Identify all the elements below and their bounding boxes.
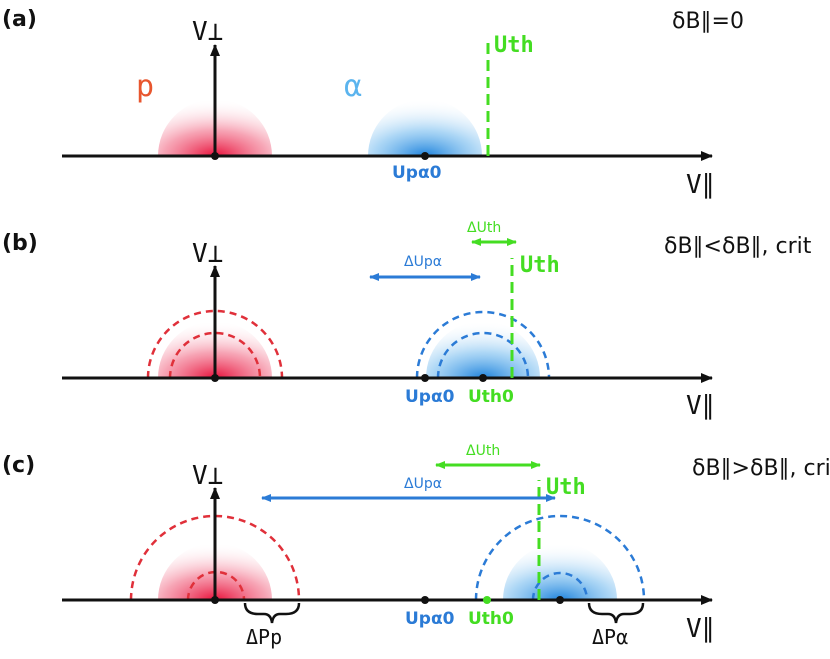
proton-outer-contour [146,309,284,379]
proton-label: p [136,69,154,104]
alpha-inner-contour [531,571,589,601]
x-axis-label: V∥ [686,170,715,200]
u-th-label: Uth [494,33,534,58]
panel-b-tag: (b) [2,231,38,256]
u-pa0-label: Upα0 [392,163,442,183]
alpha-outer-contour [415,310,551,379]
proton-center-dot [211,596,219,604]
alpha-distribution-blob [503,543,617,600]
proton-inner-contour [186,570,246,601]
delta-p-alpha-label: ΔPα [592,625,628,649]
panel-b: (b) δB∥<δB∥, crit V⊥ V∥ Uth ΔUth ΔUpα Up… [2,220,812,421]
u-th0-label: Uth0 [468,387,514,407]
delta-u-pa-label: ΔUpα [404,254,442,270]
proton-center-dot [211,374,219,382]
u-th0-label: Uth0 [468,609,514,629]
panel-a-condition: δB∥=0 [672,9,744,34]
panel-a-tag: (a) [2,7,37,32]
y-axis-label: V⊥ [192,461,223,491]
delta-p-alpha-brace [587,602,645,624]
u-pa0-label: Upα0 [405,609,455,629]
proton-outer-contour [129,514,301,601]
alpha-center-dot [421,596,429,604]
u-th0-dot [483,596,491,604]
y-axis-label: V⊥ [192,239,223,269]
proton-center-dot [211,152,219,160]
delta-p-p-brace [243,602,301,624]
alpha-inner-contour [436,331,530,379]
x-axis-label: V∥ [686,614,715,644]
panel-b-condition: δB∥<δB∥, crit [664,234,812,259]
x-axis-label: V∥ [686,391,715,421]
delta-u-th-label: ΔUth [467,220,501,236]
alpha-distribution-blob [426,321,540,378]
proton-inner-contour [168,331,262,379]
u-pa0-label: Upα0 [405,387,455,407]
alpha-center-dot [421,374,429,382]
alpha-distribution-blob [368,99,482,156]
delta-u-pa-label: ΔUpα [404,476,442,492]
y-axis-label: V⊥ [192,17,223,47]
u-th-label: Uth [520,253,560,278]
alpha-center-dot [421,152,429,160]
alpha-drifted-center-dot [479,374,487,382]
alpha-drifted-center-dot [556,596,564,604]
alpha-label: α [344,69,362,104]
panel-c-tag: (c) [2,453,35,478]
delta-p-p-label: ΔPp [246,625,282,649]
panel-c: (c) δB∥>δB∥, crit V⊥ V∥ Uth ΔUth ΔUpα Up… [2,443,830,649]
panel-a: (a) δB∥=0 p α V⊥ V∥ Uth Upα0 [2,7,744,200]
alpha-outer-contour [474,514,646,601]
delta-u-th-label: ΔUth [466,443,500,459]
panel-c-condition: δB∥>δB∥, crit [692,456,830,481]
u-th-label: Uth [546,475,586,500]
